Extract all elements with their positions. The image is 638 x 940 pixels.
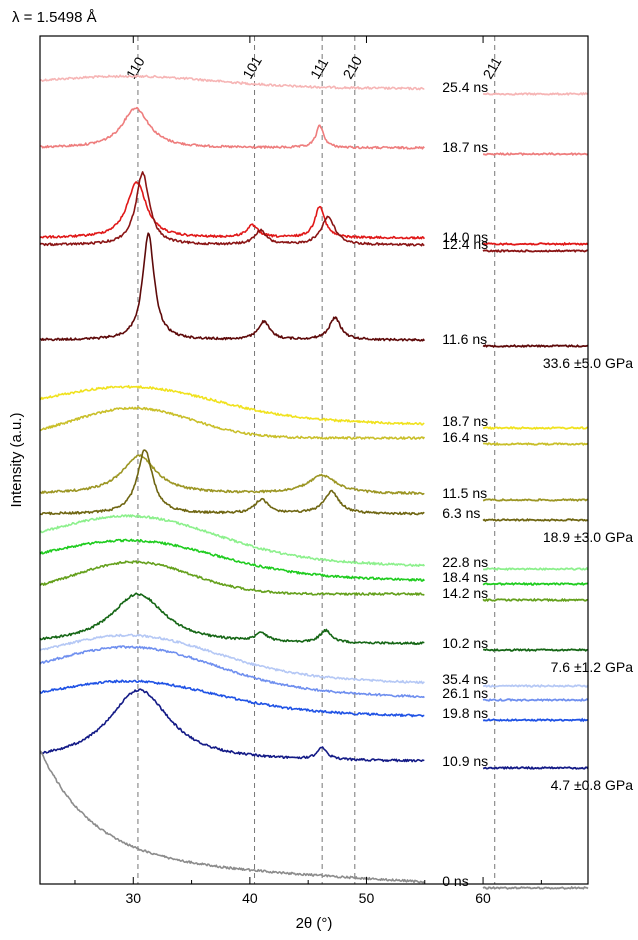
series-line — [39, 449, 425, 516]
wavelength-label: λ = 1.5498 Å — [12, 9, 97, 26]
series-line — [39, 384, 425, 426]
series-line — [39, 454, 425, 496]
series-label: 12.4 ns — [442, 236, 488, 252]
x-tick-label-30: 30 — [125, 890, 141, 906]
series-label: 0 ns — [442, 873, 468, 889]
series-line-tail — [483, 647, 589, 652]
series-line — [39, 74, 425, 91]
series-0-1 — [39, 106, 589, 157]
series-line-tail — [482, 885, 589, 890]
series-1-2 — [39, 454, 589, 502]
series-line — [39, 560, 425, 596]
series-line — [39, 171, 425, 247]
series-label: 14.0 ns — [442, 229, 488, 245]
series-line — [39, 633, 425, 685]
series-line-tail — [482, 566, 589, 572]
x-axis-label: 2θ (°) — [296, 915, 333, 932]
series-label: 18.7 ns — [442, 139, 488, 155]
series-label: 35.4 ns — [442, 671, 488, 687]
series-line-tail — [482, 498, 589, 502]
series-layer — [39, 74, 589, 890]
series-line — [39, 592, 425, 646]
series-line-tail — [482, 441, 589, 447]
series-line-tail — [482, 343, 589, 349]
reference-label-211: 211 — [479, 54, 504, 82]
series-line-tail — [482, 248, 588, 253]
series-label: 25.4 ns — [442, 79, 488, 95]
series-line — [39, 181, 425, 240]
series-1-3 — [39, 449, 589, 522]
series-2-0 — [39, 514, 589, 572]
series-0-2 — [39, 181, 589, 247]
series-line — [39, 514, 425, 567]
x-tick-label-50: 50 — [359, 890, 375, 906]
pressure-label: 4.7 ±0.8 GPa — [551, 777, 634, 793]
series-line — [39, 645, 425, 699]
series-line-tail — [483, 152, 589, 157]
series-3-2 — [39, 679, 589, 723]
series-label: 26.1 ns — [442, 685, 488, 701]
x-tick-label-60: 60 — [475, 890, 491, 906]
series-line-tail — [483, 91, 589, 97]
series-line-tail — [482, 425, 589, 431]
series-label: 10.9 ns — [442, 753, 488, 769]
series-3-1 — [39, 645, 589, 702]
plot-frame — [39, 35, 589, 885]
series-line-tail — [482, 581, 589, 586]
series-line — [39, 750, 425, 884]
series-1-0 — [39, 384, 589, 431]
series-line — [39, 679, 425, 718]
series-line-tail — [482, 597, 589, 603]
series-0-4 — [40, 232, 589, 349]
series-label: 10.2 ns — [442, 635, 488, 651]
series-1-1 — [39, 406, 589, 447]
y-axis-label: Intensity (a.u.) — [8, 412, 25, 507]
series-2-2 — [39, 560, 589, 603]
series-label: 22.8 ns — [442, 554, 488, 570]
pressure-label: 7.6 ±1.2 GPa — [551, 659, 634, 675]
series-4-0 — [39, 750, 589, 890]
series-line-tail — [482, 518, 589, 522]
reference-label-101: 101 — [239, 53, 265, 81]
series-line — [39, 106, 425, 150]
series-0-3 — [39, 171, 588, 253]
series-line-tail — [482, 765, 589, 770]
series-label: 16.4 ns — [442, 429, 488, 445]
series-line-tail — [482, 241, 589, 247]
series-label: 11.6 ns — [442, 331, 487, 347]
series-line-tail — [482, 717, 589, 723]
series-line-tail — [482, 683, 589, 688]
series-2-1 — [39, 538, 589, 586]
series-line — [39, 406, 425, 440]
series-line — [40, 232, 425, 342]
reference-label-111: 111 — [307, 55, 332, 82]
series-label: 18.4 ns — [442, 569, 488, 585]
x-ticks: 30 40 50 60 — [74, 36, 542, 906]
series-2-3 — [39, 592, 589, 652]
reference-label-210: 210 — [340, 53, 366, 81]
series-label: 18.7 ns — [442, 413, 488, 429]
series-line-tail — [482, 697, 589, 702]
series-line — [39, 688, 425, 763]
series-3-3 — [39, 688, 589, 770]
series-line — [39, 538, 425, 582]
series-label: 14.2 ns — [442, 585, 488, 601]
x-tick-label-40: 40 — [242, 890, 258, 906]
series-0-0 — [39, 74, 589, 97]
series-label: 6.3 ns — [442, 505, 480, 521]
series-label: 11.5 ns — [442, 485, 487, 501]
series-3-0 — [39, 633, 589, 688]
series-label: 19.8 ns — [442, 705, 488, 721]
